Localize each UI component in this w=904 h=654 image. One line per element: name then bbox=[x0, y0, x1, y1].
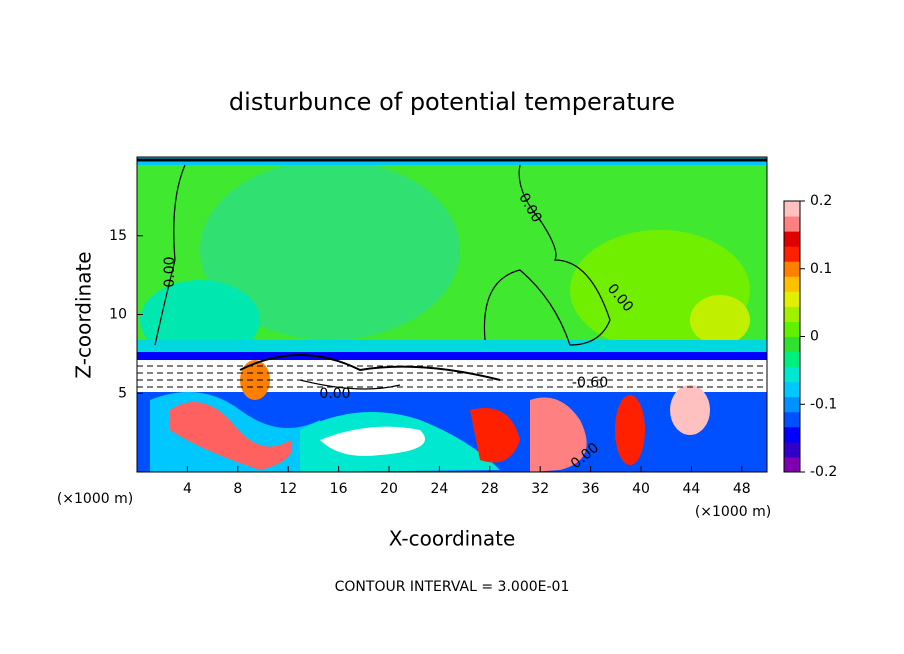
colorbar-swatch bbox=[784, 456, 800, 473]
y-unit: (×1000 m) bbox=[57, 491, 133, 507]
x-tick-label: 16 bbox=[330, 481, 348, 497]
colorbar-swatch bbox=[784, 366, 800, 383]
colorbar-swatch bbox=[784, 291, 800, 307]
field bbox=[137, 157, 767, 472]
x-tick-label: 8 bbox=[233, 481, 242, 497]
colorbar-tick-label: 0 bbox=[810, 329, 819, 345]
x-axis-title: X-coordinate bbox=[389, 527, 516, 551]
colorbar-swatch bbox=[784, 411, 800, 428]
colorbar-swatch bbox=[784, 201, 800, 217]
x-tick-label: 24 bbox=[430, 481, 448, 497]
colorbar-tick-label: -0.2 bbox=[810, 464, 837, 480]
contour-label: 0.00 bbox=[319, 386, 350, 402]
y-tick-label: 10 bbox=[109, 307, 127, 323]
colorbar-swatch bbox=[784, 246, 800, 262]
x-tick-label: 20 bbox=[380, 481, 398, 497]
colorbar-tick-label: 0.1 bbox=[810, 261, 832, 277]
y-axis-title: Z-coordinate bbox=[72, 251, 96, 378]
contour-label: 0.00 bbox=[162, 256, 178, 287]
x-unit: (×1000 m) bbox=[695, 504, 771, 520]
x-tick-label: 28 bbox=[481, 481, 499, 497]
colorbar-swatch bbox=[784, 306, 800, 322]
x-tick-label: 32 bbox=[531, 481, 549, 497]
x-tick-label: 40 bbox=[632, 481, 650, 497]
colorbar-tick-label: -0.1 bbox=[810, 396, 837, 412]
y-tick-label: 5 bbox=[118, 385, 127, 401]
x-tick-label: 36 bbox=[582, 481, 600, 497]
chart-title: disturbunce of potential temperature bbox=[229, 88, 675, 116]
colorbar-tick-label: 0.2 bbox=[810, 193, 832, 209]
colorbar-swatch bbox=[784, 396, 800, 413]
colorbar-swatch bbox=[784, 351, 800, 368]
colorbar-swatch bbox=[784, 381, 800, 398]
colorbar-swatch bbox=[784, 426, 800, 443]
colorbar-swatch bbox=[784, 276, 800, 292]
colorbar bbox=[784, 201, 800, 473]
colorbar-swatch bbox=[784, 231, 800, 247]
contour-label: -0.60 bbox=[572, 375, 608, 391]
colorbar-swatch bbox=[784, 336, 800, 353]
colorbar-swatch bbox=[784, 216, 800, 232]
colorbar-swatch bbox=[784, 321, 800, 337]
x-tick-label: 44 bbox=[682, 481, 700, 497]
colorbar-swatch bbox=[784, 441, 800, 458]
y-tick-label: 15 bbox=[109, 228, 127, 244]
x-tick-label: 12 bbox=[279, 481, 297, 497]
x-tick-label: 4 bbox=[183, 481, 192, 497]
x-tick-label: 48 bbox=[733, 481, 751, 497]
contour-interval: CONTOUR INTERVAL = 3.000E-01 bbox=[335, 579, 570, 595]
colorbar-swatch bbox=[784, 261, 800, 277]
